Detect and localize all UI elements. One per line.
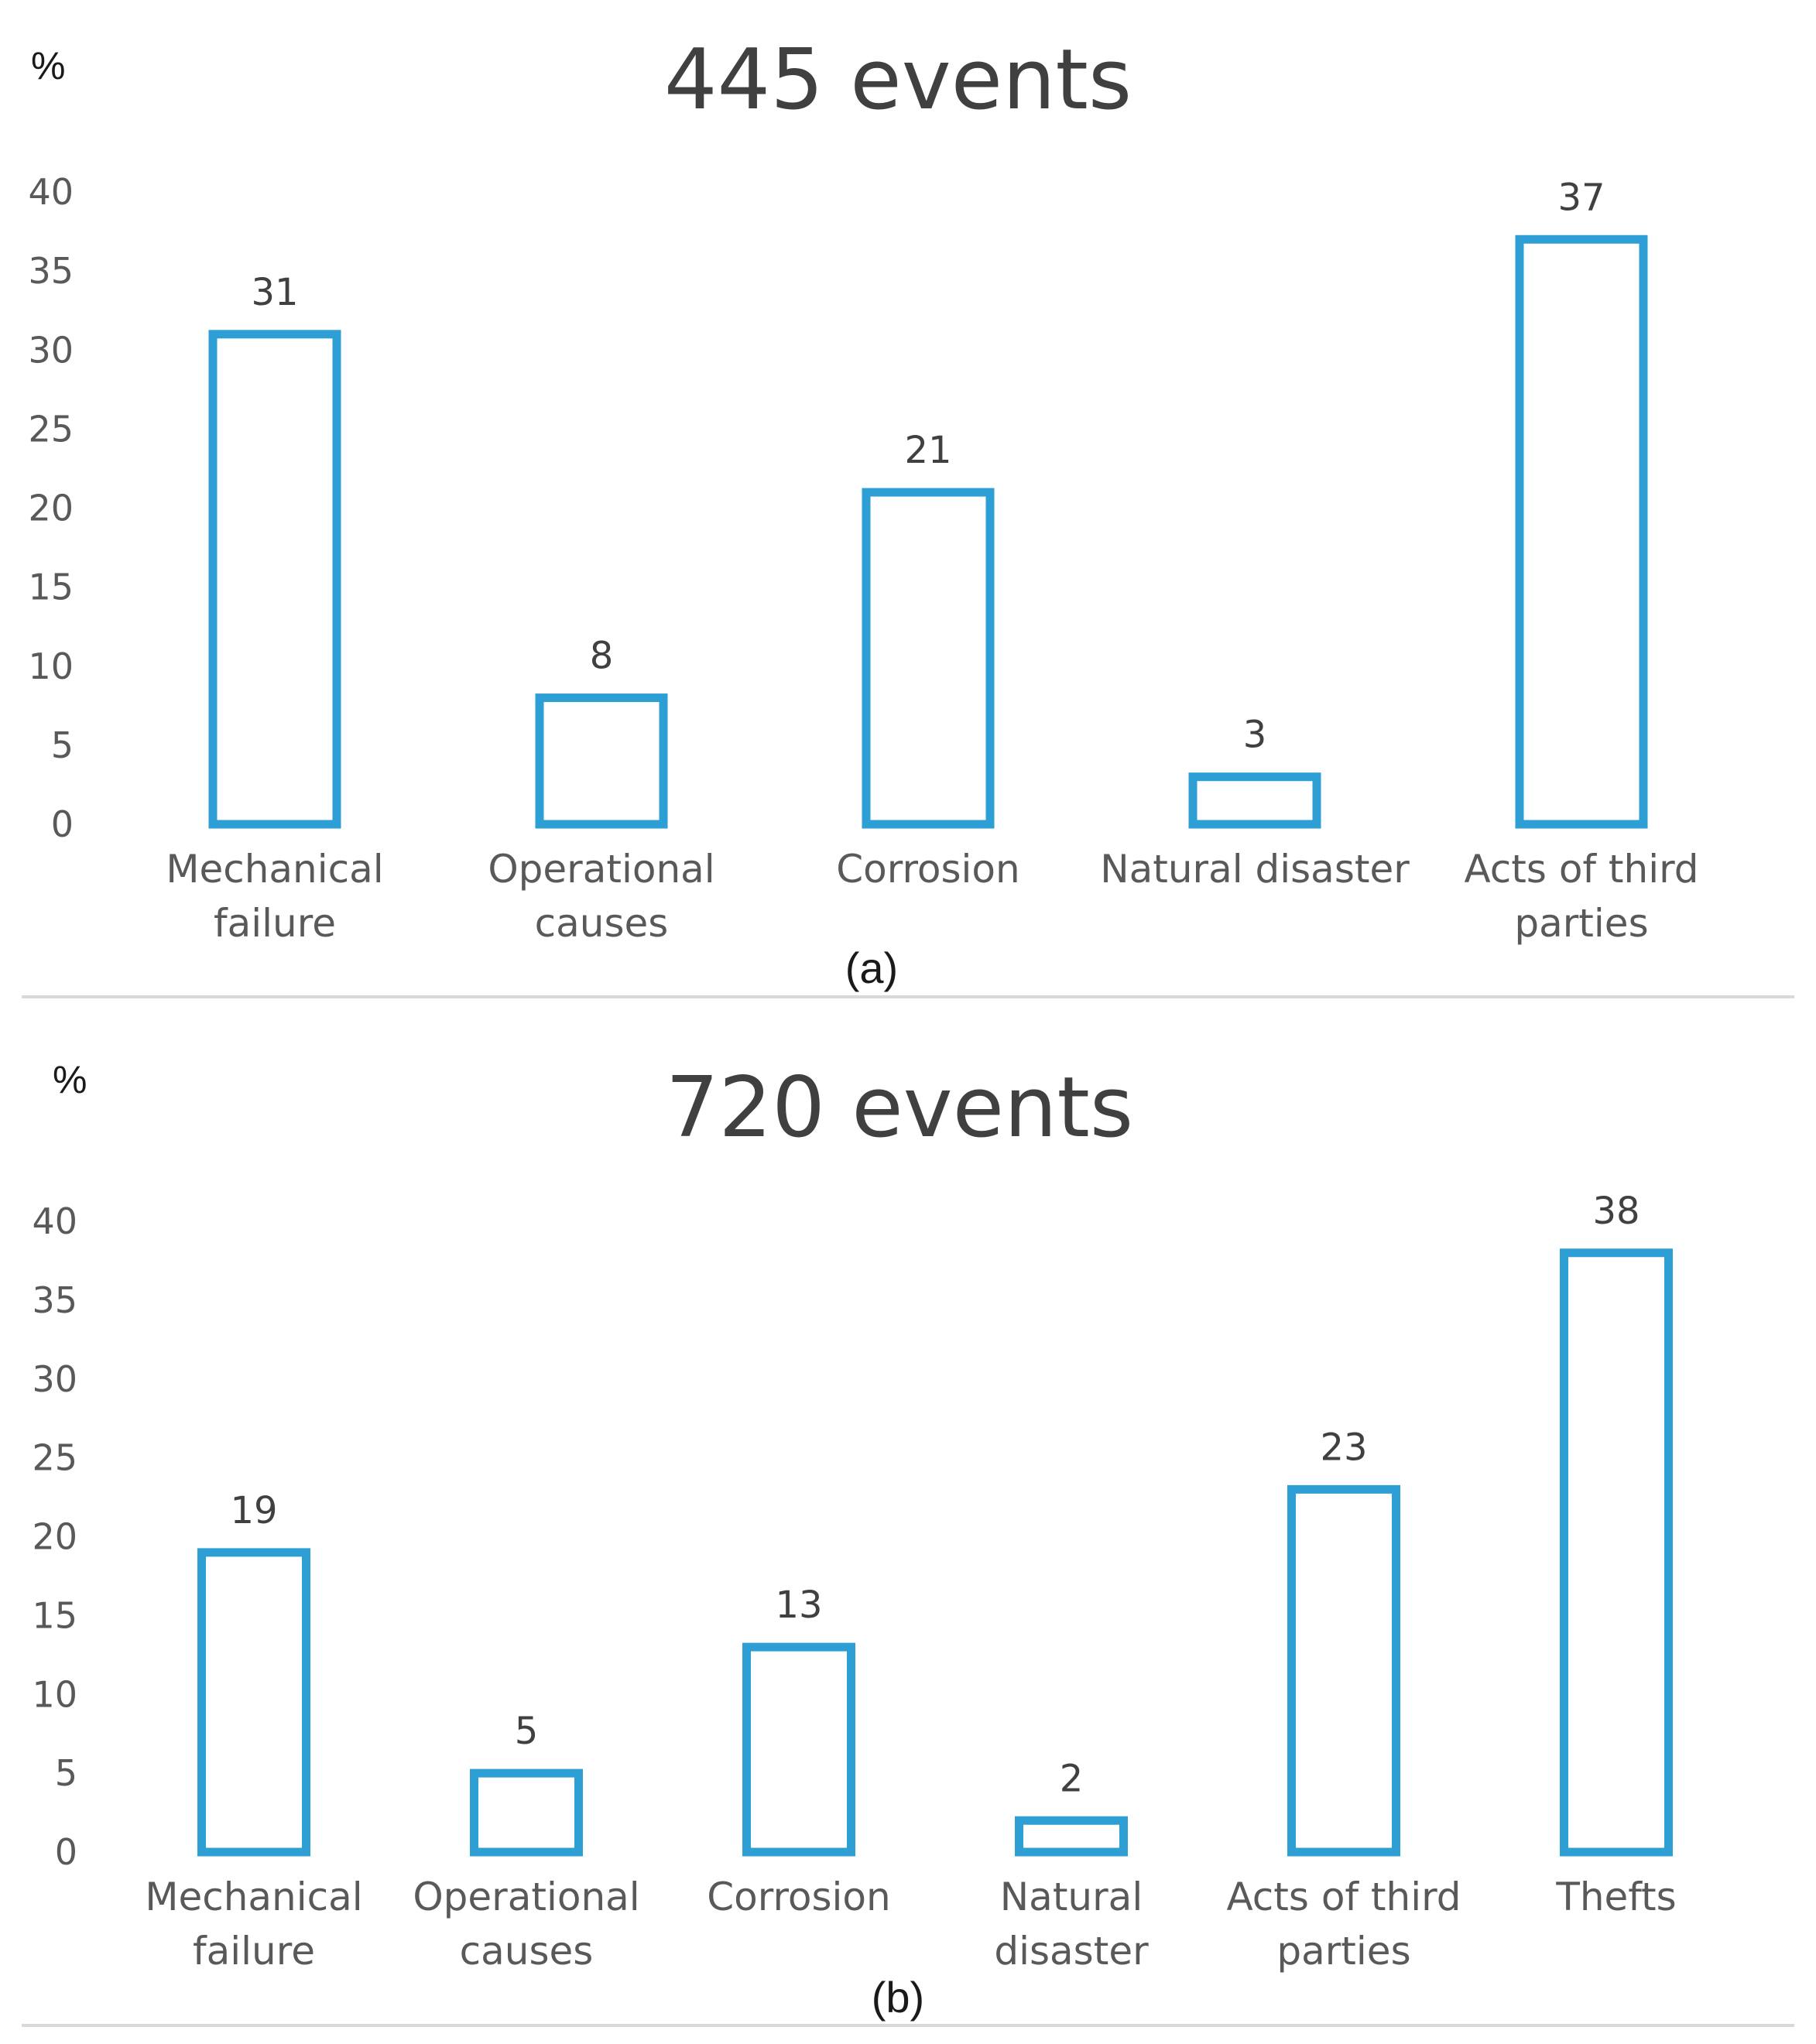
chart-b-category-label: Operational	[413, 1875, 639, 1919]
chart-b-bar	[1560, 1248, 1673, 1857]
chart-b-category-label: Acts of third	[1226, 1875, 1461, 1919]
chart-b-category-label: causes	[460, 1929, 594, 1974]
chart-b-y-axis: 0 5 10 15 20 25 30 35 40	[32, 1200, 77, 1873]
chart-a-category-labels: Mechanical failure Operational causes Corros…	[166, 847, 1698, 946]
chart-a-category-label: Mechanical	[166, 847, 383, 892]
chart-a-y-tick: 5	[51, 724, 74, 766]
chart-b-y-tick: 5	[55, 1752, 77, 1794]
chart-a-value-label: 8	[590, 635, 614, 678]
chart-a-bar	[1188, 772, 1321, 829]
chart-b-caption: (b)	[872, 1973, 924, 2022]
chart-a-bar	[862, 488, 995, 829]
chart-a-y-tick: 15	[28, 567, 74, 608]
chart-b-category-label: Natural	[1000, 1875, 1143, 1919]
chart-a-value-label: 3	[1243, 714, 1267, 757]
chart-b-y-tick: 0	[55, 1831, 77, 1873]
chart-b-value-label: 5	[515, 1710, 539, 1753]
chart-b-category-label: Corrosion	[707, 1875, 890, 1919]
chart-b-category-label: parties	[1276, 1929, 1410, 1974]
chart-a-y-axis: 0 5 10 15 20 25 30 35 40	[28, 171, 74, 845]
chart-b-value-label: 19	[230, 1489, 277, 1532]
chart-b-value-label: 13	[775, 1584, 822, 1627]
chart-b-unit-label: %	[53, 1058, 87, 1101]
chart-a-value-labels: 31 8 21 3 37	[251, 176, 1605, 756]
chart-b-bar	[1287, 1484, 1400, 1857]
chart-b-y-tick: 15	[32, 1594, 77, 1636]
chart-b-category-label: Thefts	[1555, 1875, 1676, 1919]
chart-a-y-tick: 40	[28, 171, 74, 213]
chart-b-y-tick: 40	[32, 1200, 77, 1242]
chart-a-y-tick: 0	[51, 803, 74, 845]
chart-a-title: 445 events	[664, 32, 1132, 128]
chart-b-category-label: Mechanical	[145, 1875, 362, 1919]
chart-a-category-label: Corrosion	[836, 847, 1019, 892]
chart-b-title: 720 events	[666, 1060, 1133, 1156]
chart-a-category-label: Acts of third	[1464, 847, 1698, 892]
chart-a-y-tick: 10	[28, 645, 74, 687]
chart-b-bar	[197, 1548, 310, 1857]
chart-a: % 445 events 0 5 10 15 20 25 30 35 40 31 8 21 3 37 M…	[28, 32, 1698, 992]
chart-a-bars	[208, 235, 1648, 829]
chart-b-value-label: 38	[1592, 1190, 1640, 1233]
chart-b-bar	[470, 1768, 583, 1857]
chart-a-value-label: 21	[904, 429, 951, 472]
chart-b-category-label: failure	[193, 1929, 315, 1974]
chart-a-value-label: 31	[251, 271, 298, 314]
chart-b-y-tick: 20	[32, 1516, 77, 1558]
chart-b-category-labels: Mechanical failure Operational causes Corros…	[145, 1875, 1676, 1974]
chart-a-category-label: failure	[214, 901, 336, 946]
chart-a-y-tick: 20	[28, 488, 74, 529]
chart-b-bars	[197, 1248, 1673, 1857]
chart-b: % 720 events 0 5 10 15 20 25 30 35 40 19 5 13 2 23 38…	[32, 1058, 1676, 2022]
chart-b-y-tick: 35	[32, 1279, 77, 1321]
chart-a-category-label: parties	[1514, 901, 1648, 946]
chart-b-y-tick: 10	[32, 1673, 77, 1715]
chart-a-y-tick: 25	[28, 408, 74, 450]
chart-b-bar	[742, 1642, 855, 1857]
chart-a-caption: (a)	[845, 943, 898, 992]
chart-a-unit-label: %	[31, 44, 65, 87]
chart-b-value-labels: 19 5 13 2 23 38	[230, 1190, 1640, 1801]
chart-a-category-label: Natural disaster	[1100, 847, 1410, 892]
chart-b-category-label: disaster	[994, 1929, 1149, 1974]
chart-b-value-label: 23	[1320, 1426, 1367, 1469]
chart-b-bar	[1015, 1816, 1128, 1857]
chart-a-bar	[208, 330, 341, 829]
chart-a-category-label: causes	[535, 901, 669, 946]
chart-b-value-label: 2	[1060, 1757, 1084, 1800]
chart-a-y-tick: 35	[28, 250, 74, 292]
chart-a-bar	[1515, 235, 1648, 829]
chart-a-value-label: 37	[1557, 176, 1605, 219]
chart-b-y-tick: 30	[32, 1358, 77, 1400]
chart-a-category-label: Operational	[488, 847, 714, 892]
chart-b-y-tick: 25	[32, 1437, 77, 1479]
chart-a-y-tick: 30	[28, 329, 74, 371]
chart-a-bar	[535, 693, 668, 829]
